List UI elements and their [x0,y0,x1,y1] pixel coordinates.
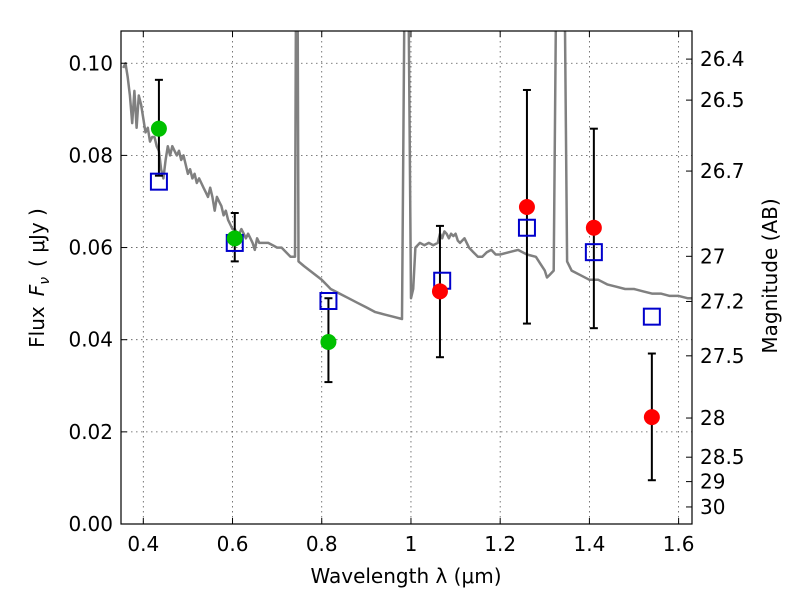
observed-points [150,120,660,426]
y-tick-label: 0.08 [68,143,113,167]
plot-frame [120,30,693,525]
y2-tick-label: 26.7 [700,159,745,183]
model-square [584,243,603,262]
y2-tick-label: 26.5 [700,88,745,112]
y2-tick-label: 28.5 [700,445,745,469]
y-axis-label-main: Flux [25,306,49,348]
observed-point [431,283,448,300]
x-axis-label: Wavelength λ (μm) [310,564,501,588]
y-tick-label: 0.00 [68,512,113,536]
y-tick-label: 0.10 [68,51,113,75]
y2-tick-label: 28 [700,406,725,430]
observed-point [585,219,602,236]
model-square [149,172,168,191]
x-tick-label: 0.6 [217,532,249,556]
observed-point [320,334,337,351]
x-tick-label: 0.8 [306,532,338,556]
y-axis-label-symbol: F [25,284,49,296]
y2-tick-label: 27 [700,244,725,268]
y2-tick-label: 27.5 [700,344,745,368]
y-axis-label: Flux Fν ( μJy ) [25,208,53,348]
y2-tick-label: 30 [700,495,725,519]
observed-point [226,230,243,247]
x-tick-label: 0.4 [127,532,159,556]
x-tick-label: 1.2 [484,532,516,556]
observed-point [518,199,535,216]
x-tick-label: 1.6 [663,532,695,556]
y2-tick-label: 29 [700,470,725,494]
model-square [642,307,661,326]
x-tick-label: 1 [405,532,418,556]
y2-tick-label: 26.4 [700,47,745,71]
model-spectrum [122,31,692,321]
y2-axis-label: Magnitude (AB) [758,198,782,353]
model-square [517,218,536,237]
y2-tick-label: 27.2 [700,289,745,313]
y-tick-label: 0.02 [68,420,113,444]
y-tick-label: 0.06 [68,236,113,260]
spectrum-line [122,31,692,321]
y-tick-label: 0.04 [68,328,113,352]
observed-point [643,409,660,426]
axis-ticks: 0.4 0.6 0.8 1 1.2 1.4 1.6 0.00 0.02 0.04 0.06 0.08 0… [68,31,745,556]
y-axis-label-unit: ( μJy ) [25,208,49,267]
x-tick-label: 1.4 [573,532,605,556]
model-square [319,291,338,310]
y-axis-label-subscript: ν [37,277,53,285]
observed-point [150,120,167,137]
